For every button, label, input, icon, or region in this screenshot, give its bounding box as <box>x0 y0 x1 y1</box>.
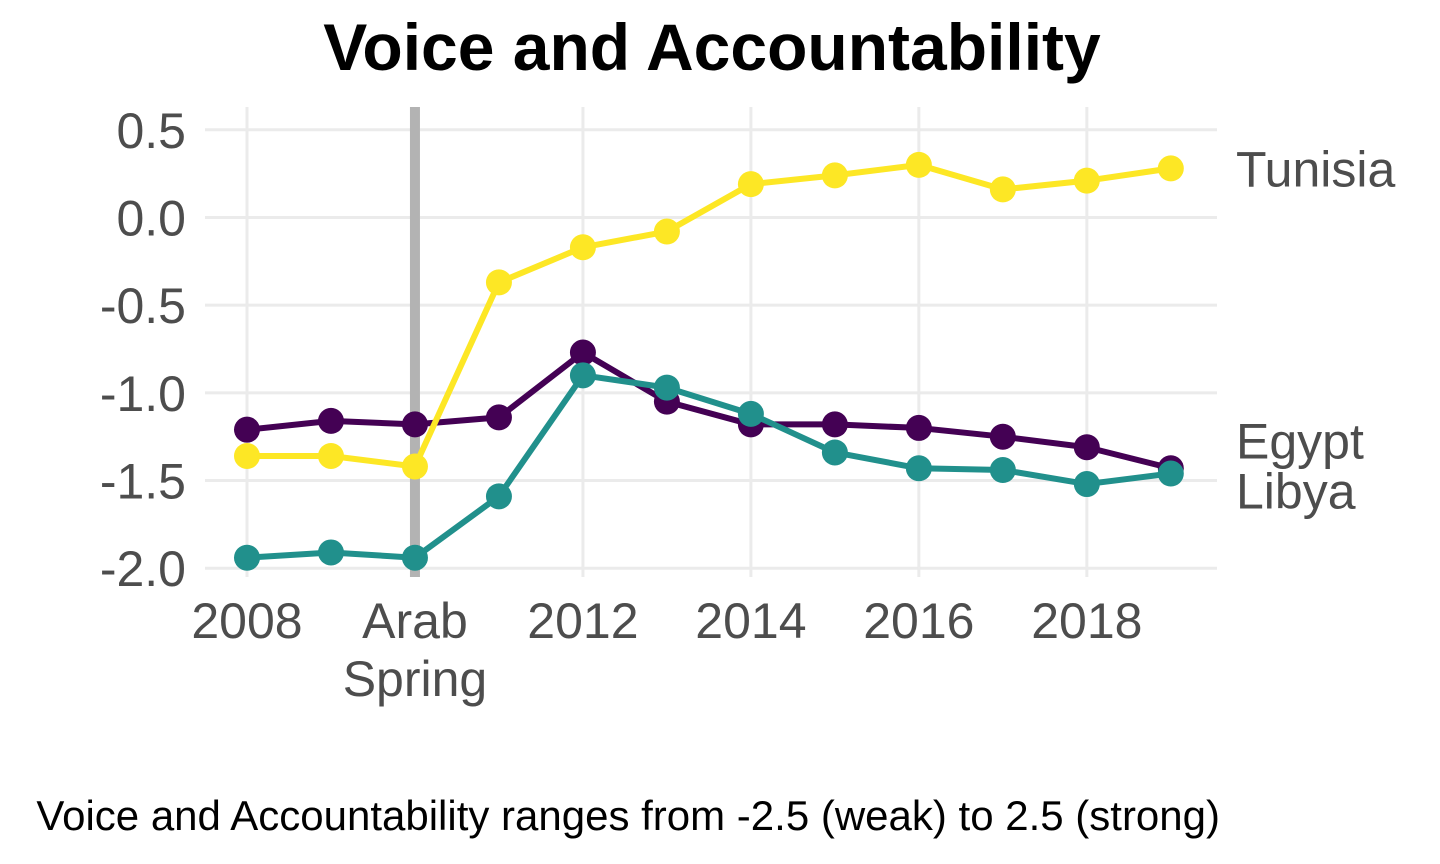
data-point <box>569 339 596 366</box>
series-label-libya: Libya <box>1236 464 1356 520</box>
data-point <box>653 374 680 401</box>
y-tick-label: -2.0 <box>100 541 186 597</box>
series-line <box>246 372 1172 561</box>
x-tick-label-line: 2018 <box>1031 593 1142 649</box>
data-point <box>317 539 344 566</box>
data-point <box>401 453 428 480</box>
data-point <box>821 162 848 189</box>
series-line <box>246 161 1172 470</box>
data-point <box>821 411 848 438</box>
data-point <box>317 442 344 469</box>
y-tick-label: 0.0 <box>116 190 186 246</box>
y-tick-label: 0.5 <box>116 103 186 159</box>
data-point <box>401 544 428 571</box>
y-tick-label: -0.5 <box>100 278 186 334</box>
y-tick-label: -1.0 <box>100 366 186 422</box>
series-line <box>246 349 1172 472</box>
series-libya <box>233 362 1184 571</box>
data-point <box>989 423 1016 450</box>
data-point <box>989 176 1016 203</box>
data-point <box>233 416 260 443</box>
data-point <box>905 151 932 178</box>
data-point <box>821 439 848 466</box>
x-tick-label: 2016 <box>863 593 974 649</box>
data-point <box>569 362 596 389</box>
data-point <box>737 171 764 198</box>
x-tick-label-line: 2016 <box>863 593 974 649</box>
data-point <box>1157 155 1184 182</box>
x-tick-label-line: Arab <box>362 593 468 649</box>
data-point <box>569 234 596 261</box>
data-point <box>737 400 764 427</box>
x-tick-label-line: 2012 <box>527 593 638 649</box>
series-label-tunisia: Tunisia <box>1236 141 1396 197</box>
data-point <box>485 404 512 431</box>
x-tick-label: 2018 <box>1031 593 1142 649</box>
chart-title: Voice and Accountability <box>323 10 1101 84</box>
chart-caption: Voice and Accountability ranges from -2.… <box>36 792 1220 839</box>
data-point <box>401 411 428 438</box>
series-label-egypt: Egypt <box>1236 413 1364 469</box>
x-axis: 2008 Arab Spring 2012 2014 2016 2018 <box>191 593 1142 707</box>
x-tick-label: Arab Spring <box>343 593 488 707</box>
data-point <box>653 218 680 245</box>
data-point <box>233 544 260 571</box>
data-point <box>1157 460 1184 487</box>
data-point <box>233 442 260 469</box>
data-point <box>1073 471 1100 498</box>
data-point <box>989 457 1016 484</box>
x-tick-label-line: Spring <box>343 651 488 707</box>
data-point <box>1073 434 1100 461</box>
x-tick-label-line: 2008 <box>191 593 302 649</box>
x-tick-label: 2012 <box>527 593 638 649</box>
data-point <box>905 455 932 482</box>
grid <box>205 107 1217 577</box>
data-point <box>485 483 512 510</box>
data-point <box>317 407 344 434</box>
data-point <box>485 269 512 296</box>
series-tunisia <box>233 151 1184 480</box>
x-tick-label-line: 2014 <box>695 593 806 649</box>
y-axis: 0.5 0.0 -0.5 -1.0 -1.5 -2.0 <box>100 103 186 597</box>
y-tick-label: -1.5 <box>100 454 186 510</box>
data-point <box>905 414 932 441</box>
x-tick-label: 2008 <box>191 593 302 649</box>
x-tick-label: 2014 <box>695 593 806 649</box>
series-group <box>233 151 1184 571</box>
data-point <box>1073 167 1100 194</box>
